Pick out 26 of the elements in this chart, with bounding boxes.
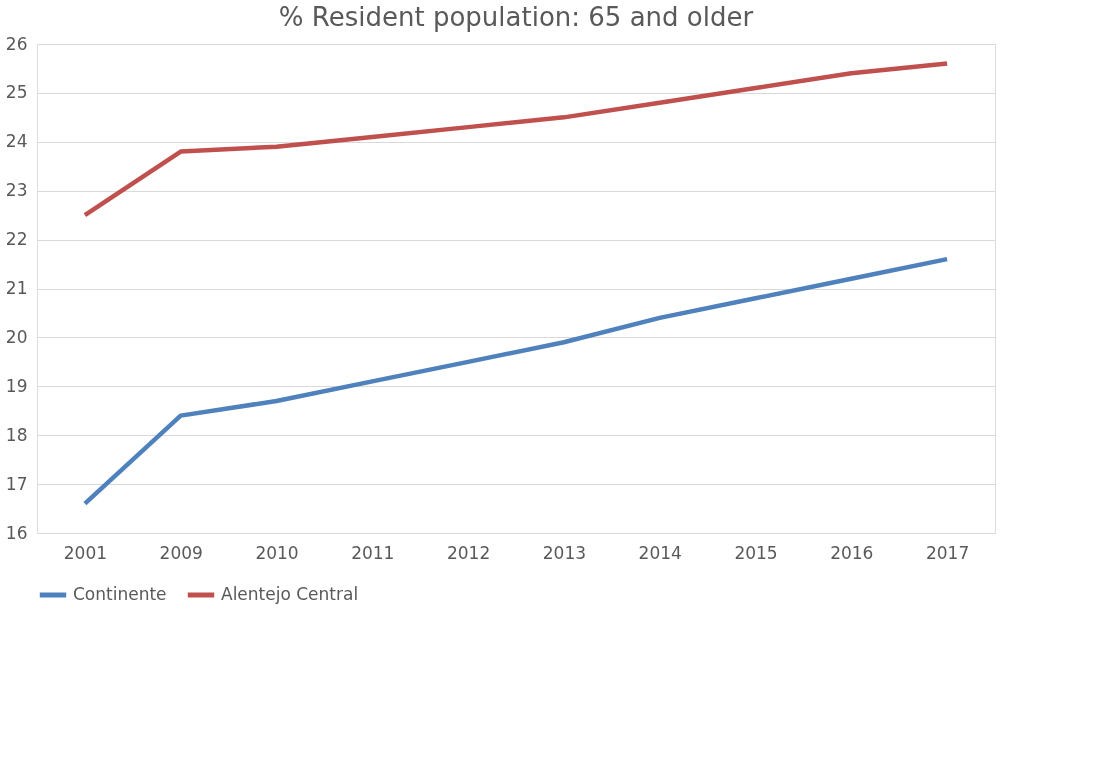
legend-label: Continente (73, 584, 167, 604)
y-tick-label: 19 (5, 375, 28, 396)
x-tick-label: 2014 (638, 542, 682, 563)
y-tick-label: 25 (5, 82, 28, 103)
y-tick-label: 22 (5, 229, 28, 250)
x-tick-label: 2012 (446, 542, 491, 563)
x-tick-label: 2001 (63, 542, 108, 563)
y-tick-label: 21 (5, 278, 28, 298)
x-tick-label: 2011 (351, 542, 395, 563)
x-tick-label: 2013 (542, 542, 587, 563)
y-tick-label: 26 (5, 33, 28, 54)
x-tick-label: 2016 (830, 542, 874, 563)
y-tick-label: 16 (5, 522, 28, 543)
x-tick-label: 2017 (925, 542, 970, 563)
x-tick-label: 2015 (734, 542, 778, 563)
line-series (82, 256, 950, 506)
legend-label: Alentejo Central (221, 584, 359, 604)
y-tick-label: 17 (5, 473, 28, 494)
y-tick-label: 24 (5, 131, 28, 152)
chart-title: % Resident population: 65 and older (278, 2, 754, 32)
x-tick-label: 2010 (255, 542, 299, 563)
x-tick-label: 2009 (159, 542, 203, 563)
y-tick-label: 18 (5, 424, 28, 445)
y-tick-label: 23 (5, 180, 28, 201)
y-tick-label: 20 (5, 326, 28, 347)
line-series (82, 61, 950, 218)
